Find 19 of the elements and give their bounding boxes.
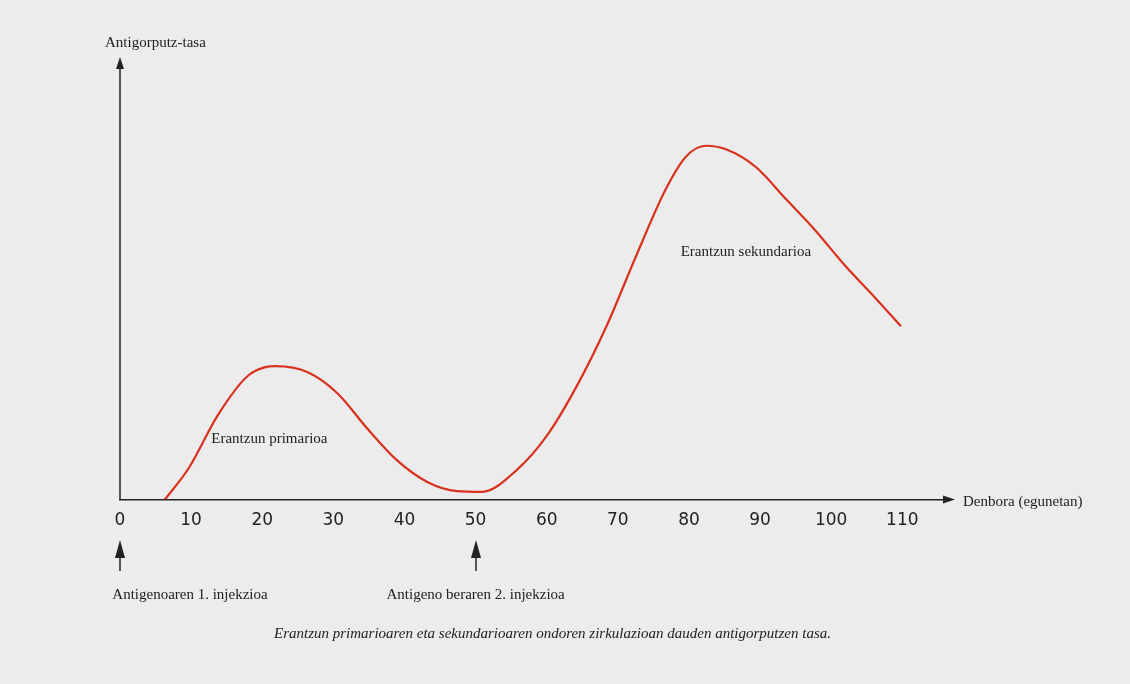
x-tick-label: 30	[322, 509, 345, 530]
annotation: Erantzun primarioa	[211, 430, 328, 447]
x-tick-label: 80	[678, 509, 700, 530]
x-tick-label: 40	[393, 509, 416, 530]
x-axis-title: Denbora (egunetan)	[963, 492, 1083, 510]
x-tick-label: 100	[814, 509, 848, 530]
x-tick-label: 70	[607, 509, 629, 530]
x-tick-label: 20	[251, 509, 274, 530]
text: Antigenoaren 1. injekzioa	[112, 585, 269, 602]
x-tick-label: 10	[180, 509, 202, 530]
x-tick-label: 90	[749, 509, 771, 530]
x-tick-label: 60	[535, 509, 558, 530]
x-tick-label: 50	[464, 509, 487, 530]
text: Erantzun primarioaren eta sekundarioaren ondoren zirkulazioan dauden antigorputzen tasa.	[272, 624, 832, 641]
annotation: Erantzun sekundarioa	[680, 242, 812, 259]
x-tick-label: 0	[114, 509, 126, 530]
x-tick-label: 110	[886, 509, 919, 530]
text: Antigeno beraren 2. injekzioa	[386, 585, 566, 602]
text: Antigorputz-tasa	[105, 33, 207, 50]
